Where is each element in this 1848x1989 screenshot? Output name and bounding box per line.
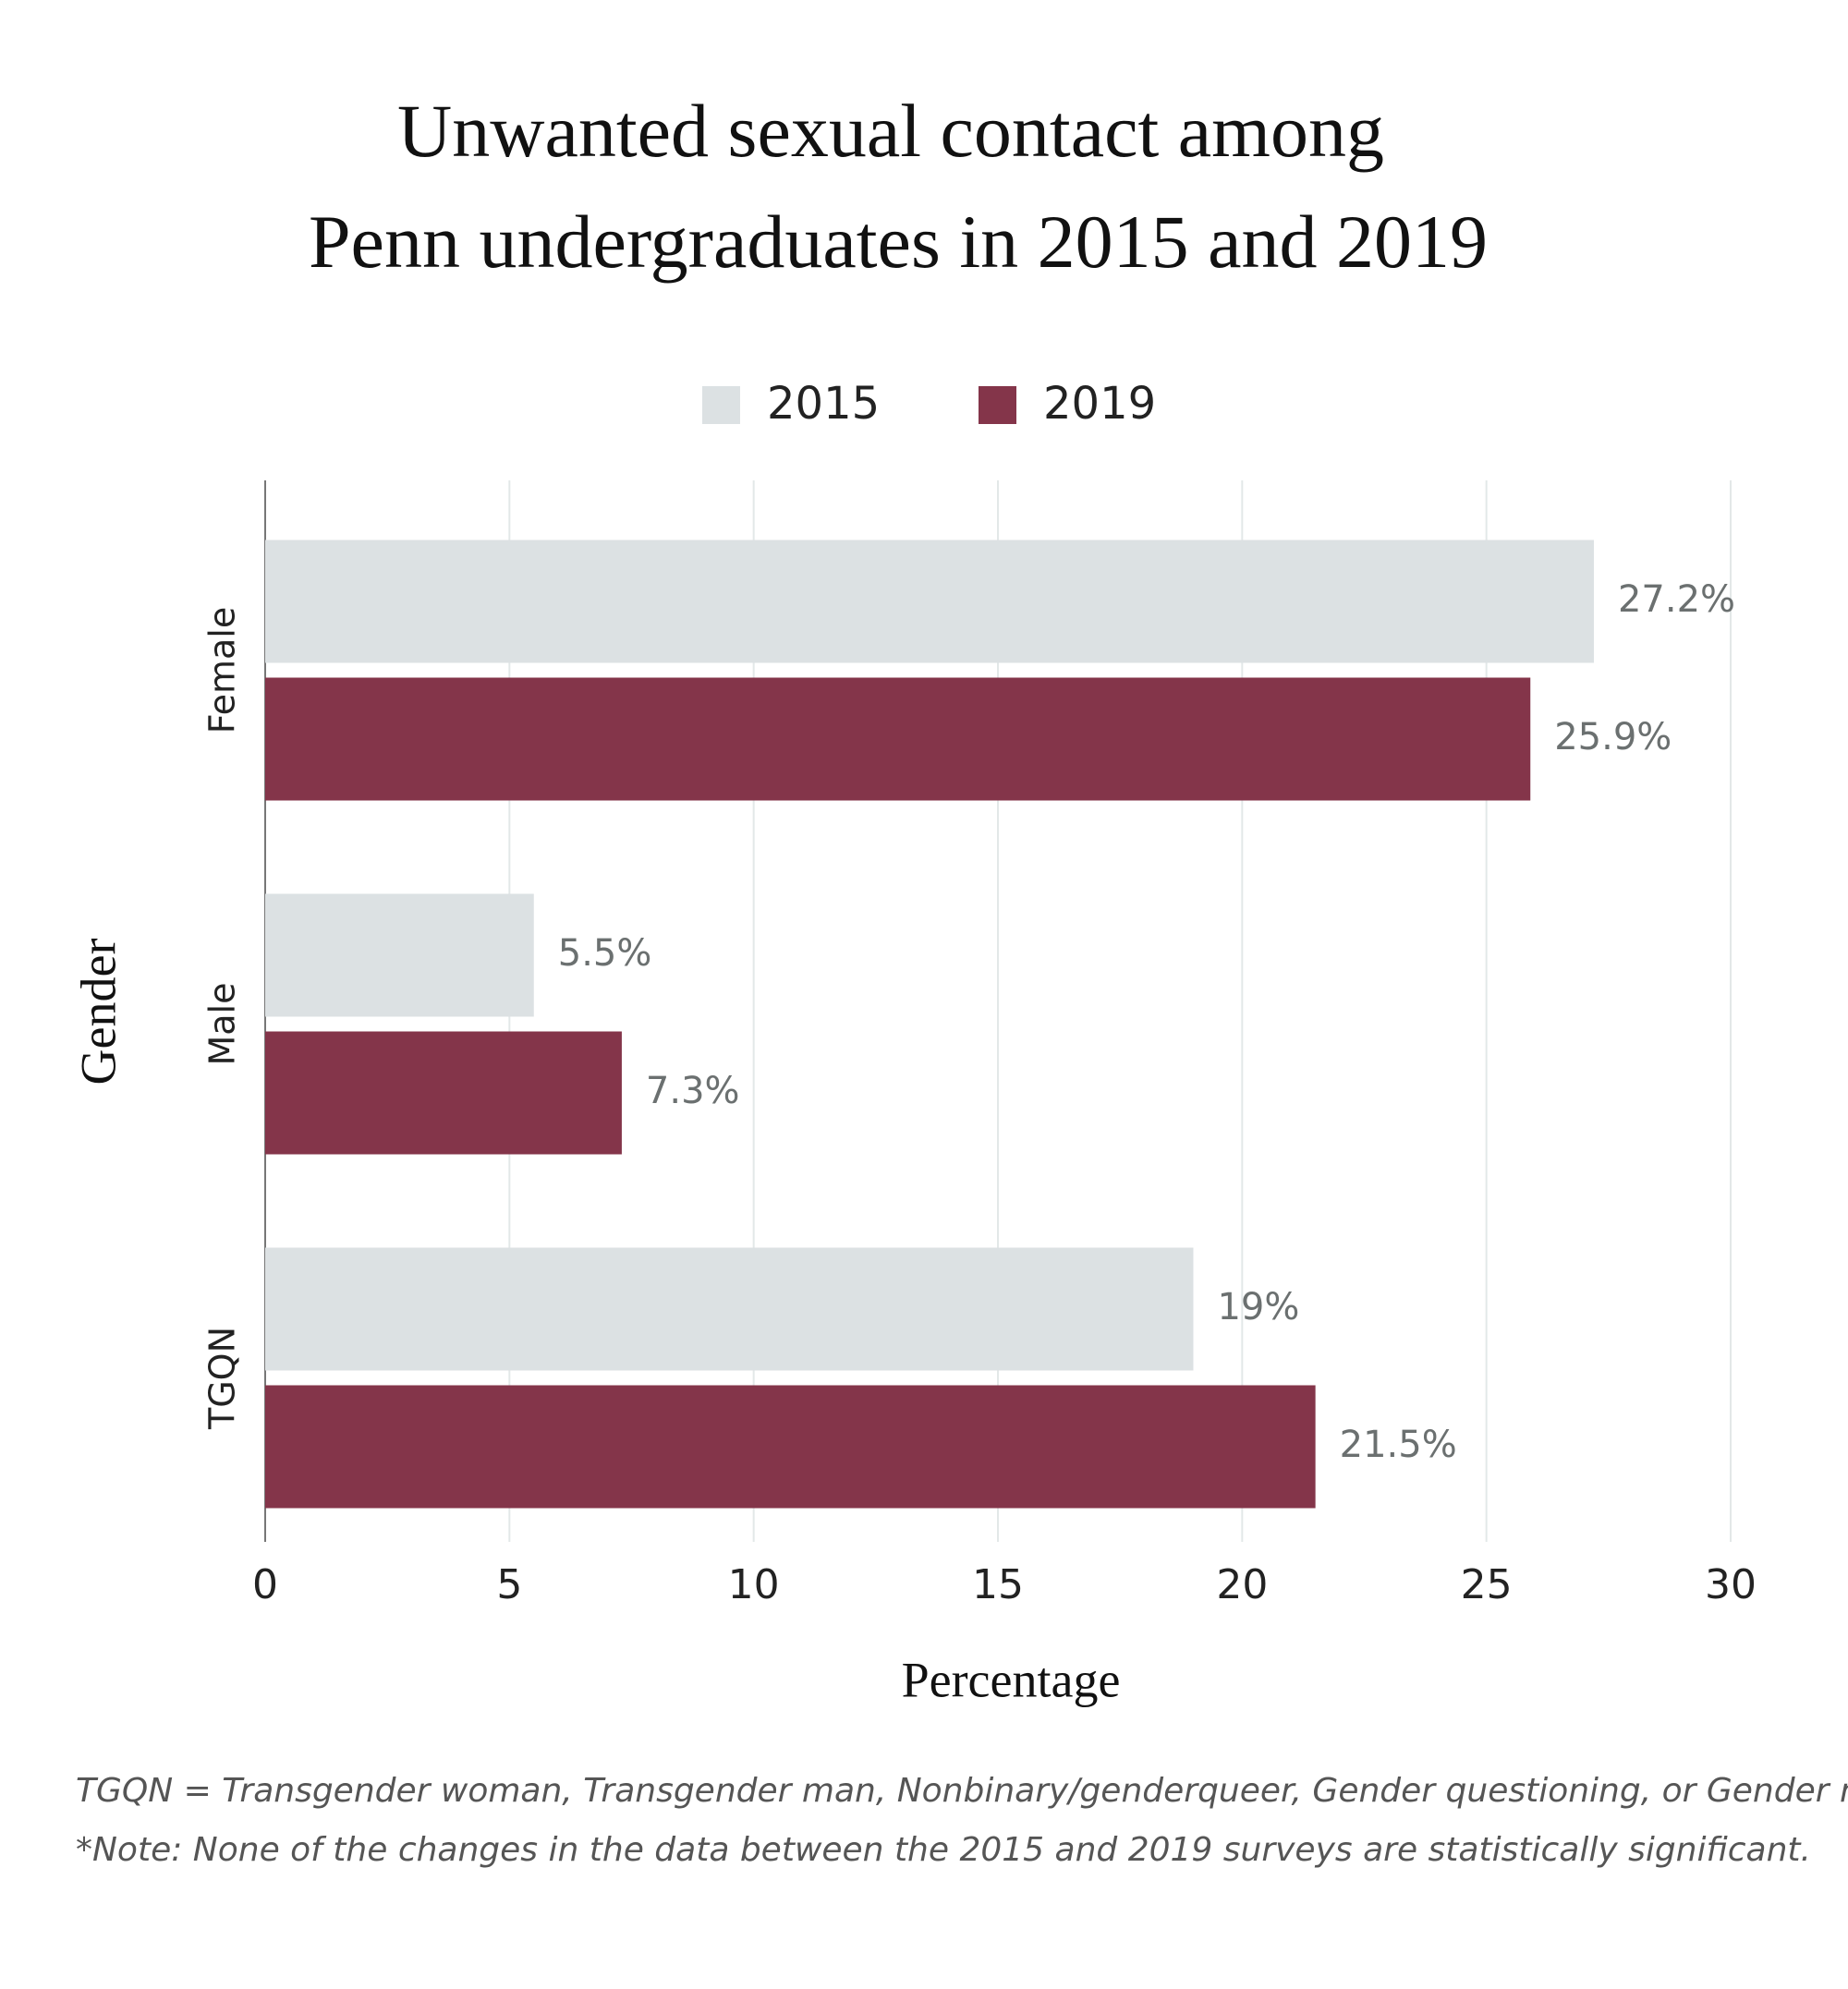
x-tick-label: 10 xyxy=(728,1561,780,1608)
x-tick-label: 25 xyxy=(1461,1561,1513,1608)
legend-swatch xyxy=(702,386,740,424)
bar xyxy=(265,1247,1194,1371)
x-tick-label: 0 xyxy=(252,1561,278,1608)
y-axis-title: Gender xyxy=(70,939,126,1085)
chart-title: Penn undergraduates in 2015 and 2019 xyxy=(309,200,1488,284)
x-tick-label: 30 xyxy=(1705,1561,1757,1608)
legend-label: 2015 xyxy=(767,378,880,430)
x-tick-label: 15 xyxy=(972,1561,1024,1608)
bar xyxy=(265,1031,622,1155)
bar xyxy=(265,677,1531,801)
value-label: 5.5% xyxy=(558,932,652,975)
x-tick-label: 5 xyxy=(496,1561,522,1608)
bar xyxy=(265,540,1594,663)
value-label: 27.2% xyxy=(1618,578,1735,621)
value-label: 25.9% xyxy=(1554,716,1672,758)
footnote: TGQN = Transgender woman, Transgender ma… xyxy=(76,1772,1848,1810)
legend-swatch xyxy=(979,386,1016,424)
chart-title: Unwanted sexual contact among xyxy=(397,89,1384,173)
x-tick-label: 20 xyxy=(1216,1561,1268,1608)
bar xyxy=(265,893,534,1017)
value-label: 7.3% xyxy=(646,1070,740,1112)
x-axis-title: Percentage xyxy=(902,1652,1121,1707)
bar xyxy=(265,1385,1316,1509)
y-tick-label: Female xyxy=(202,607,243,734)
legend-label: 2019 xyxy=(1043,378,1156,430)
y-tick-label: Male xyxy=(202,982,243,1065)
footnote: *Note: None of the changes in the data b… xyxy=(76,1831,1811,1869)
value-label: 21.5% xyxy=(1340,1424,1457,1466)
y-tick-label: TGQN xyxy=(202,1327,243,1430)
value-label: 19% xyxy=(1217,1286,1299,1328)
